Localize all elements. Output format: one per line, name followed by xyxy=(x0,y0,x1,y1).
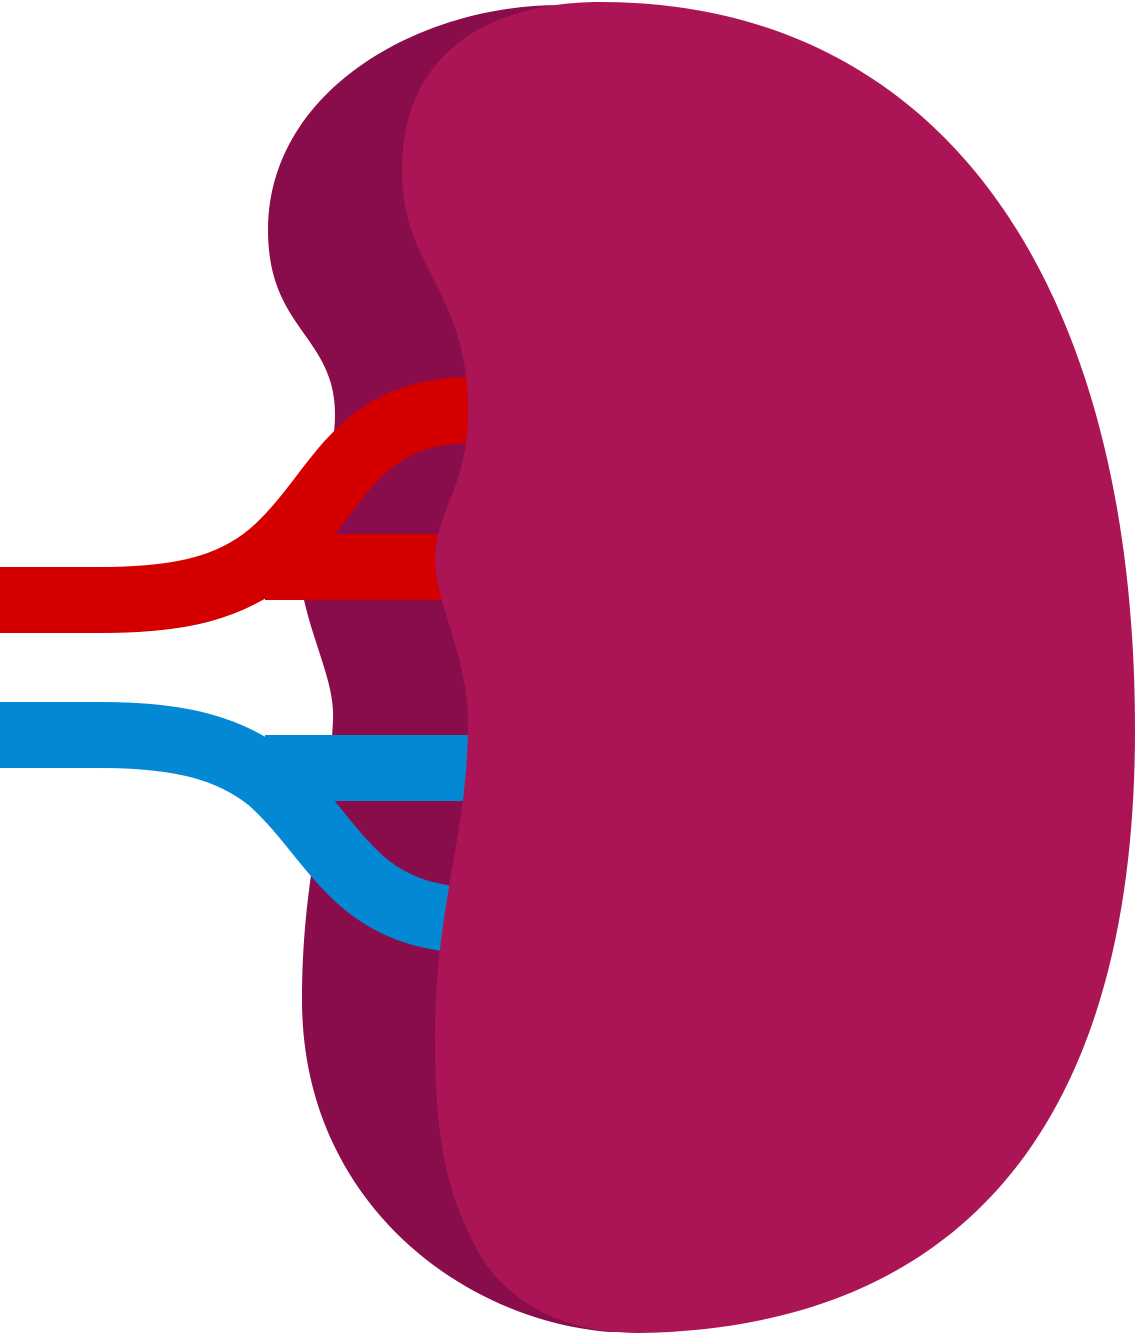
kidney-front-lobe xyxy=(402,2,1135,1333)
renal-vein xyxy=(0,702,470,951)
renal-artery xyxy=(0,377,472,633)
